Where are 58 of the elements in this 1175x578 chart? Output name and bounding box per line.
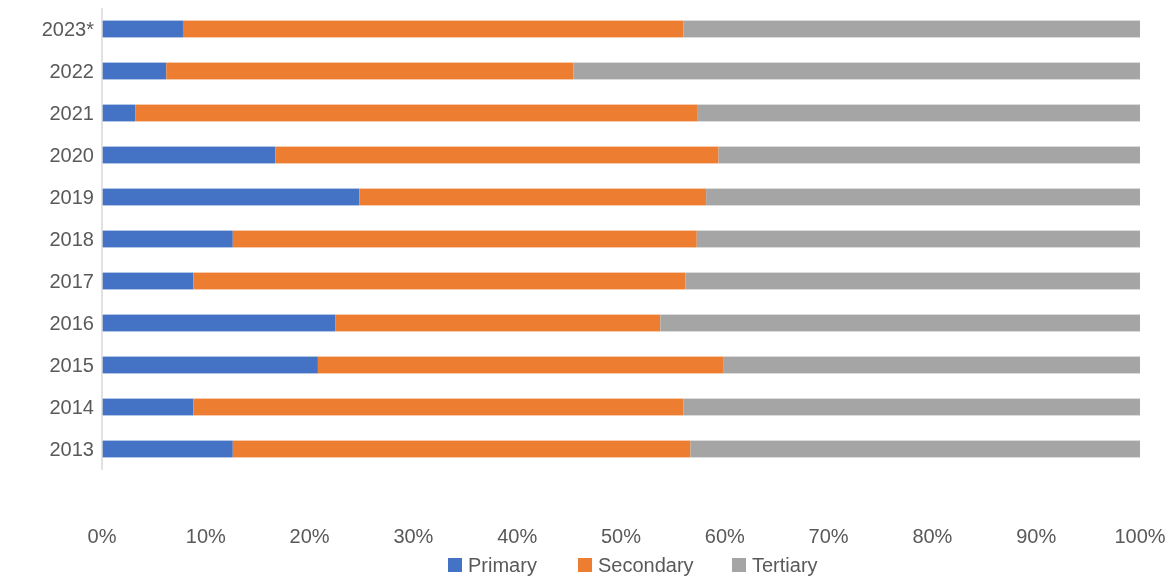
x-tick-label: 60% [704,525,746,547]
y-tick-label: 2014 [49,396,94,418]
bar [102,188,360,206]
bar [102,356,318,374]
bar [690,440,1140,458]
bar [193,272,686,290]
y-tick-label: 2013 [49,438,94,460]
legend-label: Primary [468,554,537,576]
bar [193,398,684,416]
y-tick-label: 2015 [49,354,94,376]
bar [683,398,1140,416]
bar [135,104,698,122]
y-tick-label: 2021 [49,102,94,124]
bar [102,272,194,290]
bar [723,356,1140,374]
bar [102,62,167,80]
bar [102,314,336,332]
bar [696,230,1140,248]
bar [335,314,661,332]
bar [102,440,233,458]
bar [683,20,1140,38]
x-tick-label: 40% [497,525,538,547]
x-tick-label: 80% [912,525,953,547]
y-tick-label: 2019 [49,186,94,208]
y-tick-label: 2020 [49,144,94,166]
bar [102,146,276,164]
x-tick-label: 0% [87,525,117,547]
bar [718,146,1140,164]
x-tick-label: 100% [1114,525,1166,547]
y-tick-label: 2016 [49,312,94,334]
bar [232,440,691,458]
x-tick-label: 30% [393,525,434,547]
bar [706,188,1140,206]
x-tick-label: 50% [600,525,642,547]
bar [102,20,183,38]
legend-label: Tertiary [752,554,818,576]
bar [685,272,1140,290]
x-tick-label: 70% [808,525,849,547]
x-tick-label: 10% [185,525,227,547]
y-tick-label: 2018 [49,228,94,250]
bar [166,62,574,80]
bar [102,398,194,416]
bar [182,20,684,38]
x-tick-label: 90% [1016,525,1057,547]
bar [697,104,1140,122]
bar [232,230,697,248]
bar [359,188,707,206]
legend-label: Secondary [598,554,694,576]
y-tick-label: 2022 [49,60,94,82]
bar [102,230,233,248]
bar [275,146,719,164]
bar [317,356,724,374]
bar [102,104,136,122]
x-tick-label: 20% [289,525,330,547]
bar [660,314,1140,332]
y-tick-label: 2017 [49,270,94,292]
y-tick-label: 2023* [41,18,95,40]
bar [573,62,1140,80]
